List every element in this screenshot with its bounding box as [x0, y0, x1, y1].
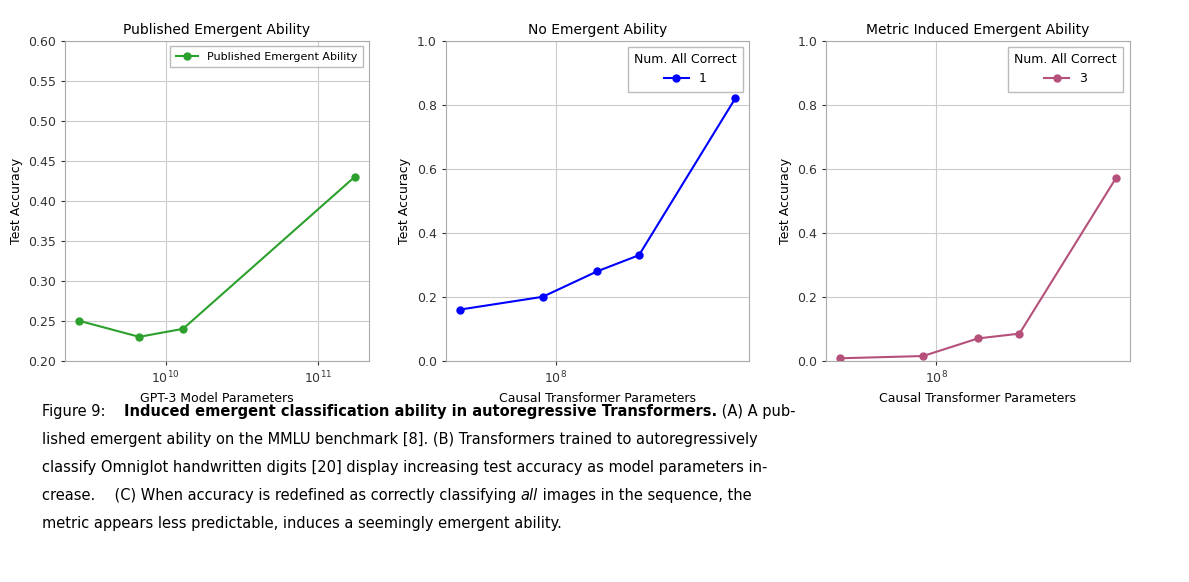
Line: Published Emergent Ability: Published Emergent Ability	[76, 173, 358, 340]
Title: Metric Induced Emergent Ability: Metric Induced Emergent Ability	[867, 23, 1089, 37]
Text: images in the sequence, the: images in the sequence, the	[537, 488, 751, 503]
Text: Induced emergent classification ability in autoregressive Transformers.: Induced emergent classification ability …	[125, 404, 717, 420]
Published Emergent Ability	[132, 333, 146, 340]
3	[1012, 330, 1026, 337]
1	[535, 293, 549, 300]
Title: Published Emergent Ability: Published Emergent Ability	[124, 23, 310, 37]
Legend: Published Emergent Ability: Published Emergent Ability	[170, 47, 363, 68]
Text: crease.  (C) When accuracy is redefined as correctly classifying: crease. (C) When accuracy is redefined a…	[42, 488, 521, 503]
Line: 3: 3	[837, 175, 1119, 362]
Text: lished emergent ability on the MMLU benchmark [8]. (B) Transformers trained to a: lished emergent ability on the MMLU benc…	[42, 432, 757, 448]
3	[970, 335, 984, 342]
1	[591, 268, 605, 275]
X-axis label: Causal Transformer Parameters: Causal Transformer Parameters	[499, 392, 696, 405]
3	[833, 355, 848, 362]
1	[631, 251, 646, 258]
Legend: 1: 1	[628, 47, 743, 92]
Legend: 3: 3	[1008, 47, 1124, 92]
Y-axis label: Test Accuracy: Test Accuracy	[398, 158, 411, 244]
Y-axis label: Test Accuracy: Test Accuracy	[779, 158, 792, 244]
3	[1108, 175, 1122, 182]
Published Emergent Ability	[73, 317, 87, 324]
Text: (A) A pub-: (A) A pub-	[717, 404, 795, 420]
1	[453, 306, 467, 313]
Y-axis label: Test Accuracy: Test Accuracy	[10, 158, 23, 244]
Line: 1: 1	[457, 95, 738, 313]
Text: Figure 9:: Figure 9:	[42, 404, 125, 420]
X-axis label: Causal Transformer Parameters: Causal Transformer Parameters	[880, 392, 1076, 405]
Text: metric appears less predictable, induces a seemingly emergent ability.: metric appears less predictable, induces…	[42, 516, 561, 531]
Text: classify Omniglot handwritten digits [20] display increasing test accuracy as mo: classify Omniglot handwritten digits [20…	[42, 460, 767, 475]
Published Emergent Ability	[176, 325, 190, 332]
Title: No Emergent Ability: No Emergent Ability	[528, 23, 667, 37]
X-axis label: GPT-3 Model Parameters: GPT-3 Model Parameters	[140, 392, 294, 405]
Published Emergent Ability	[347, 173, 361, 180]
1	[728, 95, 742, 102]
Text: all: all	[521, 488, 537, 503]
3	[916, 353, 930, 360]
